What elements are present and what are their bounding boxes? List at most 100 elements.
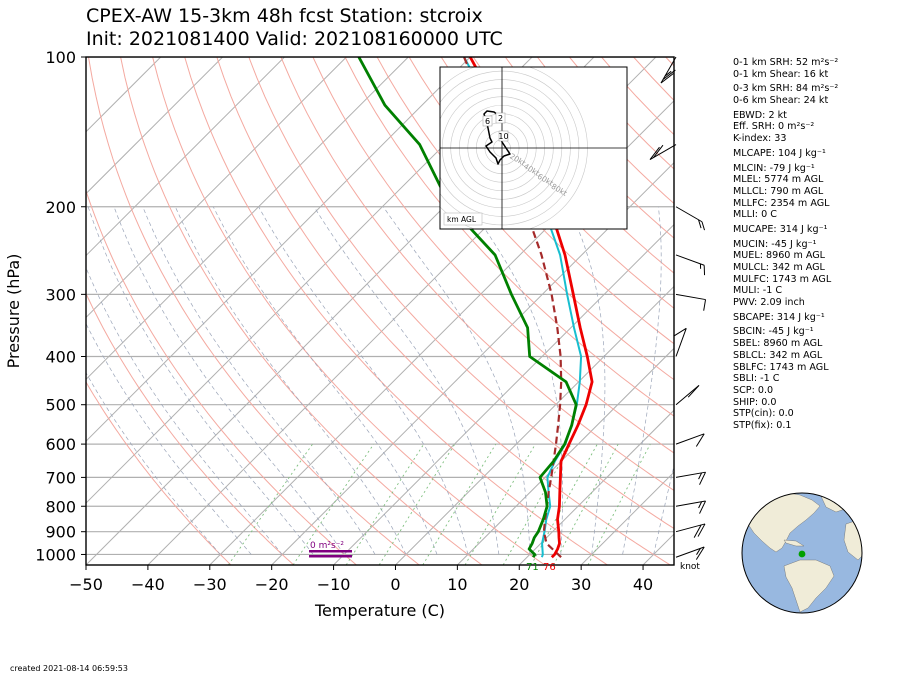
moist-adiabat: [86, 322, 252, 555]
barb-staff: [675, 433, 705, 445]
mixing-ratio-line: [378, 443, 456, 565]
stat-line: SBEL: 8960 m AGL: [733, 338, 823, 350]
hodograph-trace: [483, 110, 511, 165]
barb-flag: [662, 69, 676, 80]
barb-flag: [695, 546, 705, 560]
barb-staff: [675, 500, 706, 507]
stat-line: MLLFC: 2354 m AGL: [733, 197, 830, 209]
globe-outline: [741, 492, 863, 614]
stat-line: 0-6 km Shear: 24 kt: [733, 95, 829, 107]
stat-line: MUCIN: -45 J kg⁻¹: [733, 238, 817, 250]
dry-adiabat: [344, 57, 674, 417]
dry-adiabat: [472, 57, 674, 274]
stat-line: MULCL: 342 m AGL: [733, 262, 825, 273]
stat-line: MLLCL: 790 m AGL: [733, 185, 824, 197]
dry-adiabat: [86, 292, 295, 565]
dry-adiabat: [312, 57, 674, 454]
isotherm: [395, 285, 674, 565]
isotherm: [518, 409, 674, 565]
barb-flag: [699, 471, 706, 485]
stat-line: MLLI: 0 C: [733, 209, 777, 221]
barb-half: [664, 70, 672, 77]
stat-line: SBLCL: 342 m AGL: [733, 349, 823, 361]
background-lines: [86, 57, 674, 565]
stat-line: STP(cin): 0.0: [733, 408, 794, 420]
x-tick-label: −10: [317, 575, 351, 594]
cuba-land: [783, 539, 805, 547]
moist-adiabat: [113, 206, 345, 555]
y-tick-label: 700: [45, 468, 76, 487]
x-tick-label: 20: [509, 575, 529, 594]
hodograph-height-box: [498, 130, 509, 142]
y-tick-label: 900: [45, 523, 76, 542]
stat-line: MULI: -1 C: [733, 285, 783, 297]
wind-barb: [675, 293, 707, 311]
stat-line: PWV: 2.09 inch: [733, 297, 805, 309]
hodograph-height-label: 2: [498, 114, 503, 123]
mixing-ratio-line: [422, 443, 497, 565]
stat-line: SBLI: -1 C: [733, 373, 780, 385]
barb-flag: [699, 500, 706, 514]
isotherm: [86, 57, 347, 319]
wind-barbs: [649, 56, 707, 560]
dry-adiabat: [248, 57, 674, 530]
wind-barb: [660, 56, 677, 84]
barb-flag: [695, 433, 705, 447]
dry-adiabat: [408, 57, 674, 345]
stat-line: MLCAPE: 104 J kg⁻¹: [733, 147, 826, 159]
isotherm: [580, 471, 674, 565]
stat-line: 0-1 km SRH: 52 m²s⁻²: [733, 57, 839, 68]
moist-adiabat: [142, 206, 376, 555]
wind-barb: [675, 546, 705, 560]
isotherm: [271, 161, 674, 565]
y-tick-label: 500: [45, 396, 76, 415]
barb-flag: [649, 146, 660, 160]
moist-adiabat: [567, 206, 606, 555]
y-axis-label: Pressure (hPa): [4, 254, 23, 369]
mixing-ratio-line: [553, 443, 619, 565]
dry-adiabat: [184, 57, 608, 565]
wind-barb: [675, 471, 706, 485]
barb-flag: [653, 144, 664, 158]
barb-staff: [675, 471, 706, 478]
x-tick-label: 40: [633, 575, 653, 594]
stat-line: SHIP: 0.0: [733, 396, 777, 408]
hodograph-corner-label: km AGL: [447, 215, 477, 224]
barb-flag: [687, 385, 700, 398]
dry-adiabat: [86, 381, 232, 565]
hodograph-height-box: [495, 112, 506, 124]
isotherm: [86, 57, 223, 195]
x-tick-label: 0: [390, 575, 400, 594]
moist-adiabat: [469, 206, 563, 555]
barb-flag: [673, 327, 687, 337]
y-tick-label: 400: [45, 348, 76, 367]
chart-title-line2: Init: 2021081400 Valid: 202108160000 UTC: [86, 28, 503, 50]
barb-staff: [675, 523, 706, 533]
stat-line: MLEL: 5774 m AGL: [733, 174, 824, 186]
stat-line: 0-1 km Shear: 16 kt: [733, 68, 829, 80]
moist-adiabat: [87, 206, 314, 555]
srh-label: 0 m²s⁻²: [310, 541, 344, 551]
y-tick-label: 300: [45, 285, 76, 304]
wind-barb: [675, 500, 706, 514]
surface-dewpoint-label: 71: [526, 562, 539, 573]
created-timestamp: created 2021-08-14 06:59:53: [10, 664, 128, 673]
plot-frame: [85, 56, 675, 566]
stat-line: SBLFC: 1743 m AGL: [733, 361, 829, 373]
mixing-ratio-line: [530, 443, 598, 565]
moist-adiabat: [622, 206, 662, 555]
stat-line: SBCAPE: 314 J kg⁻¹: [733, 311, 825, 323]
barb-staff: [675, 293, 706, 301]
hodograph-frame: [439, 66, 628, 230]
dry-adiabat: [280, 57, 674, 492]
chart-title-line1: CPEX-AW 15-3km 48h fcst Station: stcroix: [86, 5, 483, 27]
wind-barb: [673, 327, 687, 357]
barb-flag: [693, 524, 702, 538]
barb-flag: [697, 523, 706, 537]
barb-unit-label: knot: [680, 562, 700, 572]
barb-staff: [675, 328, 687, 357]
dry-adiabat: [152, 57, 545, 565]
barb-flag: [698, 219, 702, 229]
stat-line: EBWD: 2 kt: [733, 109, 787, 121]
